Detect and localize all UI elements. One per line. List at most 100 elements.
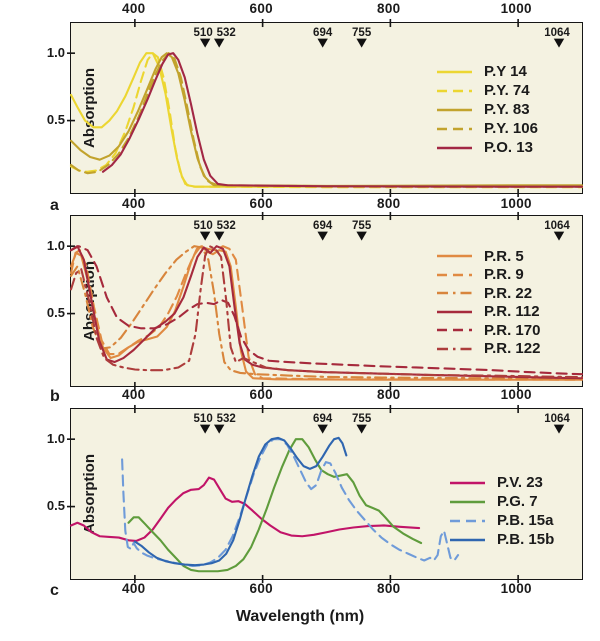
x-tick-mark-bottom <box>517 381 519 391</box>
y-tick-label-1.0: 1.0 <box>46 238 65 253</box>
legend-item: P.V. 23 <box>449 473 554 492</box>
x-tick-mark-top <box>389 211 392 221</box>
legend-label: P.G. 7 <box>497 493 538 510</box>
laser-line-triangle-icon <box>553 231 565 241</box>
x-tick-mark-bottom <box>389 574 392 584</box>
y-tick-label-0.5: 0.5 <box>46 305 65 320</box>
y-tick-label-1.0: 1.0 <box>46 45 65 60</box>
legend-line-sample-icon <box>437 255 472 258</box>
legend-line-sample-icon <box>437 347 472 350</box>
legend-item: P.R. 9 <box>436 266 540 285</box>
y-tick-mark <box>66 52 76 54</box>
legend-label: P.Y. 83 <box>484 101 530 118</box>
x-tick-mark-bottom <box>517 574 519 584</box>
laser-line-label-694: 694 <box>313 413 333 425</box>
spectrum-curve-p-o-13 <box>101 52 584 188</box>
spectrum-curve-p-y-106 <box>69 52 584 188</box>
legend-item: P.B. 15b <box>449 530 554 549</box>
panel-letter-a: a <box>50 197 59 214</box>
laser-line-label-510: 510 <box>194 413 213 425</box>
legend-item: P.B. 15a <box>449 511 554 530</box>
x-tick-mark-bottom <box>134 574 136 584</box>
laser-line-triangle-icon <box>199 231 211 241</box>
legend-c: P.V. 23 P.G. 7 P.B. 15a P.B. 15b <box>449 473 554 549</box>
x-tick-label-600: 600 <box>249 1 273 16</box>
laser-line-triangle-icon <box>213 424 225 434</box>
spectrum-curve-p-v-23 <box>69 476 421 543</box>
legend-line-sample-icon <box>450 519 485 522</box>
laser-line-triangle-icon <box>317 38 328 48</box>
laser-line-label-532: 532 <box>217 27 236 39</box>
legend-line-sample-icon <box>450 500 485 503</box>
panel-letter-c: c <box>50 582 59 599</box>
laser-line-triangle-icon <box>213 231 225 241</box>
x-tick-mark-bottom <box>261 188 264 198</box>
legend-label: P.O. 13 <box>484 139 533 156</box>
legend-item: P.Y 14 <box>436 62 538 81</box>
x-tick-label-1000: 1000 <box>500 196 532 211</box>
legend-item: P.R. 22 <box>436 284 540 303</box>
legend-label: P.R. 9 <box>484 266 524 284</box>
x-tick-mark-top <box>261 404 264 414</box>
legend-line-sample-icon <box>437 89 472 92</box>
legend-label: P.R. 122 <box>484 340 541 358</box>
spectrum-curve-p-r-9 <box>69 245 584 381</box>
legend-line-sample-icon <box>437 273 472 276</box>
legend-item: P.Y. 74 <box>436 81 538 100</box>
x-tick-mark-bottom <box>261 574 264 584</box>
x-axis-labels-mid2: b 400 600 800 1000 <box>0 387 600 407</box>
y-tick-mark <box>66 119 76 122</box>
legend-label: P.V. 23 <box>497 474 543 491</box>
x-tick-label-800: 800 <box>377 581 401 596</box>
legend-item: P.Y. 83 <box>436 100 538 119</box>
legend-label: P.Y 14 <box>484 63 527 80</box>
x-tick-label-400: 400 <box>122 581 146 596</box>
y-tick-mark <box>66 245 76 247</box>
legend-label: P.R. 170 <box>484 321 541 339</box>
y-tick-mark <box>66 312 76 315</box>
laser-line-triangle-icon <box>213 38 225 48</box>
x-tick-label-400: 400 <box>122 196 146 211</box>
legend-line-sample-icon <box>437 127 472 130</box>
x-tick-mark-top <box>134 18 136 28</box>
x-tick-mark-top <box>517 404 519 414</box>
spectrum-curve-p-r-5 <box>69 245 584 381</box>
panel-a-plot: 1.0 0.5 Absorption 510 532 694 755 1064 P.Y … <box>47 18 584 198</box>
x-tick-mark-top <box>261 211 264 221</box>
laser-line-triangle-icon <box>317 424 328 434</box>
spectrum-curve-p-r-22 <box>69 245 584 381</box>
spectrum-curve-p-b-15a <box>121 438 460 567</box>
panel-letter-b: b <box>50 388 60 405</box>
legend-line-sample-icon <box>437 292 472 295</box>
y-tick-mark <box>66 505 76 508</box>
legend-item: P.R. 170 <box>436 321 540 340</box>
plot-area-c: 510 532 694 755 1064 <box>66 404 570 584</box>
y-tick-mark <box>66 438 76 440</box>
spectrum-curve-p-b-15b <box>133 436 348 567</box>
laser-line-label-1064: 1064 <box>544 27 570 39</box>
x-tick-label-800: 800 <box>377 196 401 211</box>
panel-b-plot: 1.0 0.5 Absorption 510 532 694 755 1064 P.R.… <box>47 211 584 391</box>
y-tick-label-0.5: 0.5 <box>46 498 65 513</box>
x-tick-label-400: 400 <box>122 387 146 402</box>
x-tick-label-600: 600 <box>249 196 273 211</box>
laser-line-triangle-icon <box>553 38 565 48</box>
x-tick-label-800: 800 <box>377 387 401 402</box>
legend-label: P.B. 15b <box>497 531 555 548</box>
laser-line-label-755: 755 <box>352 220 372 232</box>
x-tick-mark-bottom <box>389 381 392 391</box>
y-tick-label-0.5: 0.5 <box>46 112 65 127</box>
laser-line-label-755: 755 <box>352 27 372 39</box>
x-tick-mark-top <box>389 18 392 28</box>
legend-line-sample-icon <box>437 70 472 73</box>
x-tick-mark-top <box>134 211 136 221</box>
legend-item: P.O. 13 <box>436 138 538 157</box>
legend-item: P.G. 7 <box>449 492 554 511</box>
laser-line-triangle-icon <box>199 38 211 48</box>
legend-label: P.R. 5 <box>484 247 524 265</box>
x-tick-mark-bottom <box>134 381 136 391</box>
legend-b: P.R. 5 P.R. 9 P.R. 22 P.R. 112 P.R. 170 P.R. … <box>436 247 540 358</box>
x-tick-mark-top <box>517 18 519 28</box>
laser-line-label-694: 694 <box>313 220 333 232</box>
